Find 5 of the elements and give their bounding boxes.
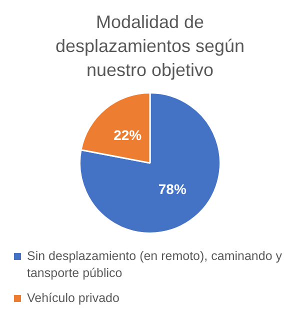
data-label: 22% [114,126,142,143]
legend-label: Vehículo privado [27,290,120,307]
legend-label: Sin desplazamiento (en remoto), caminando y tansporte público [27,248,283,282]
chart-title: Modalidad de desplazamientos según nuestro objetivo [54,11,246,82]
data-label: 78% [158,180,187,197]
